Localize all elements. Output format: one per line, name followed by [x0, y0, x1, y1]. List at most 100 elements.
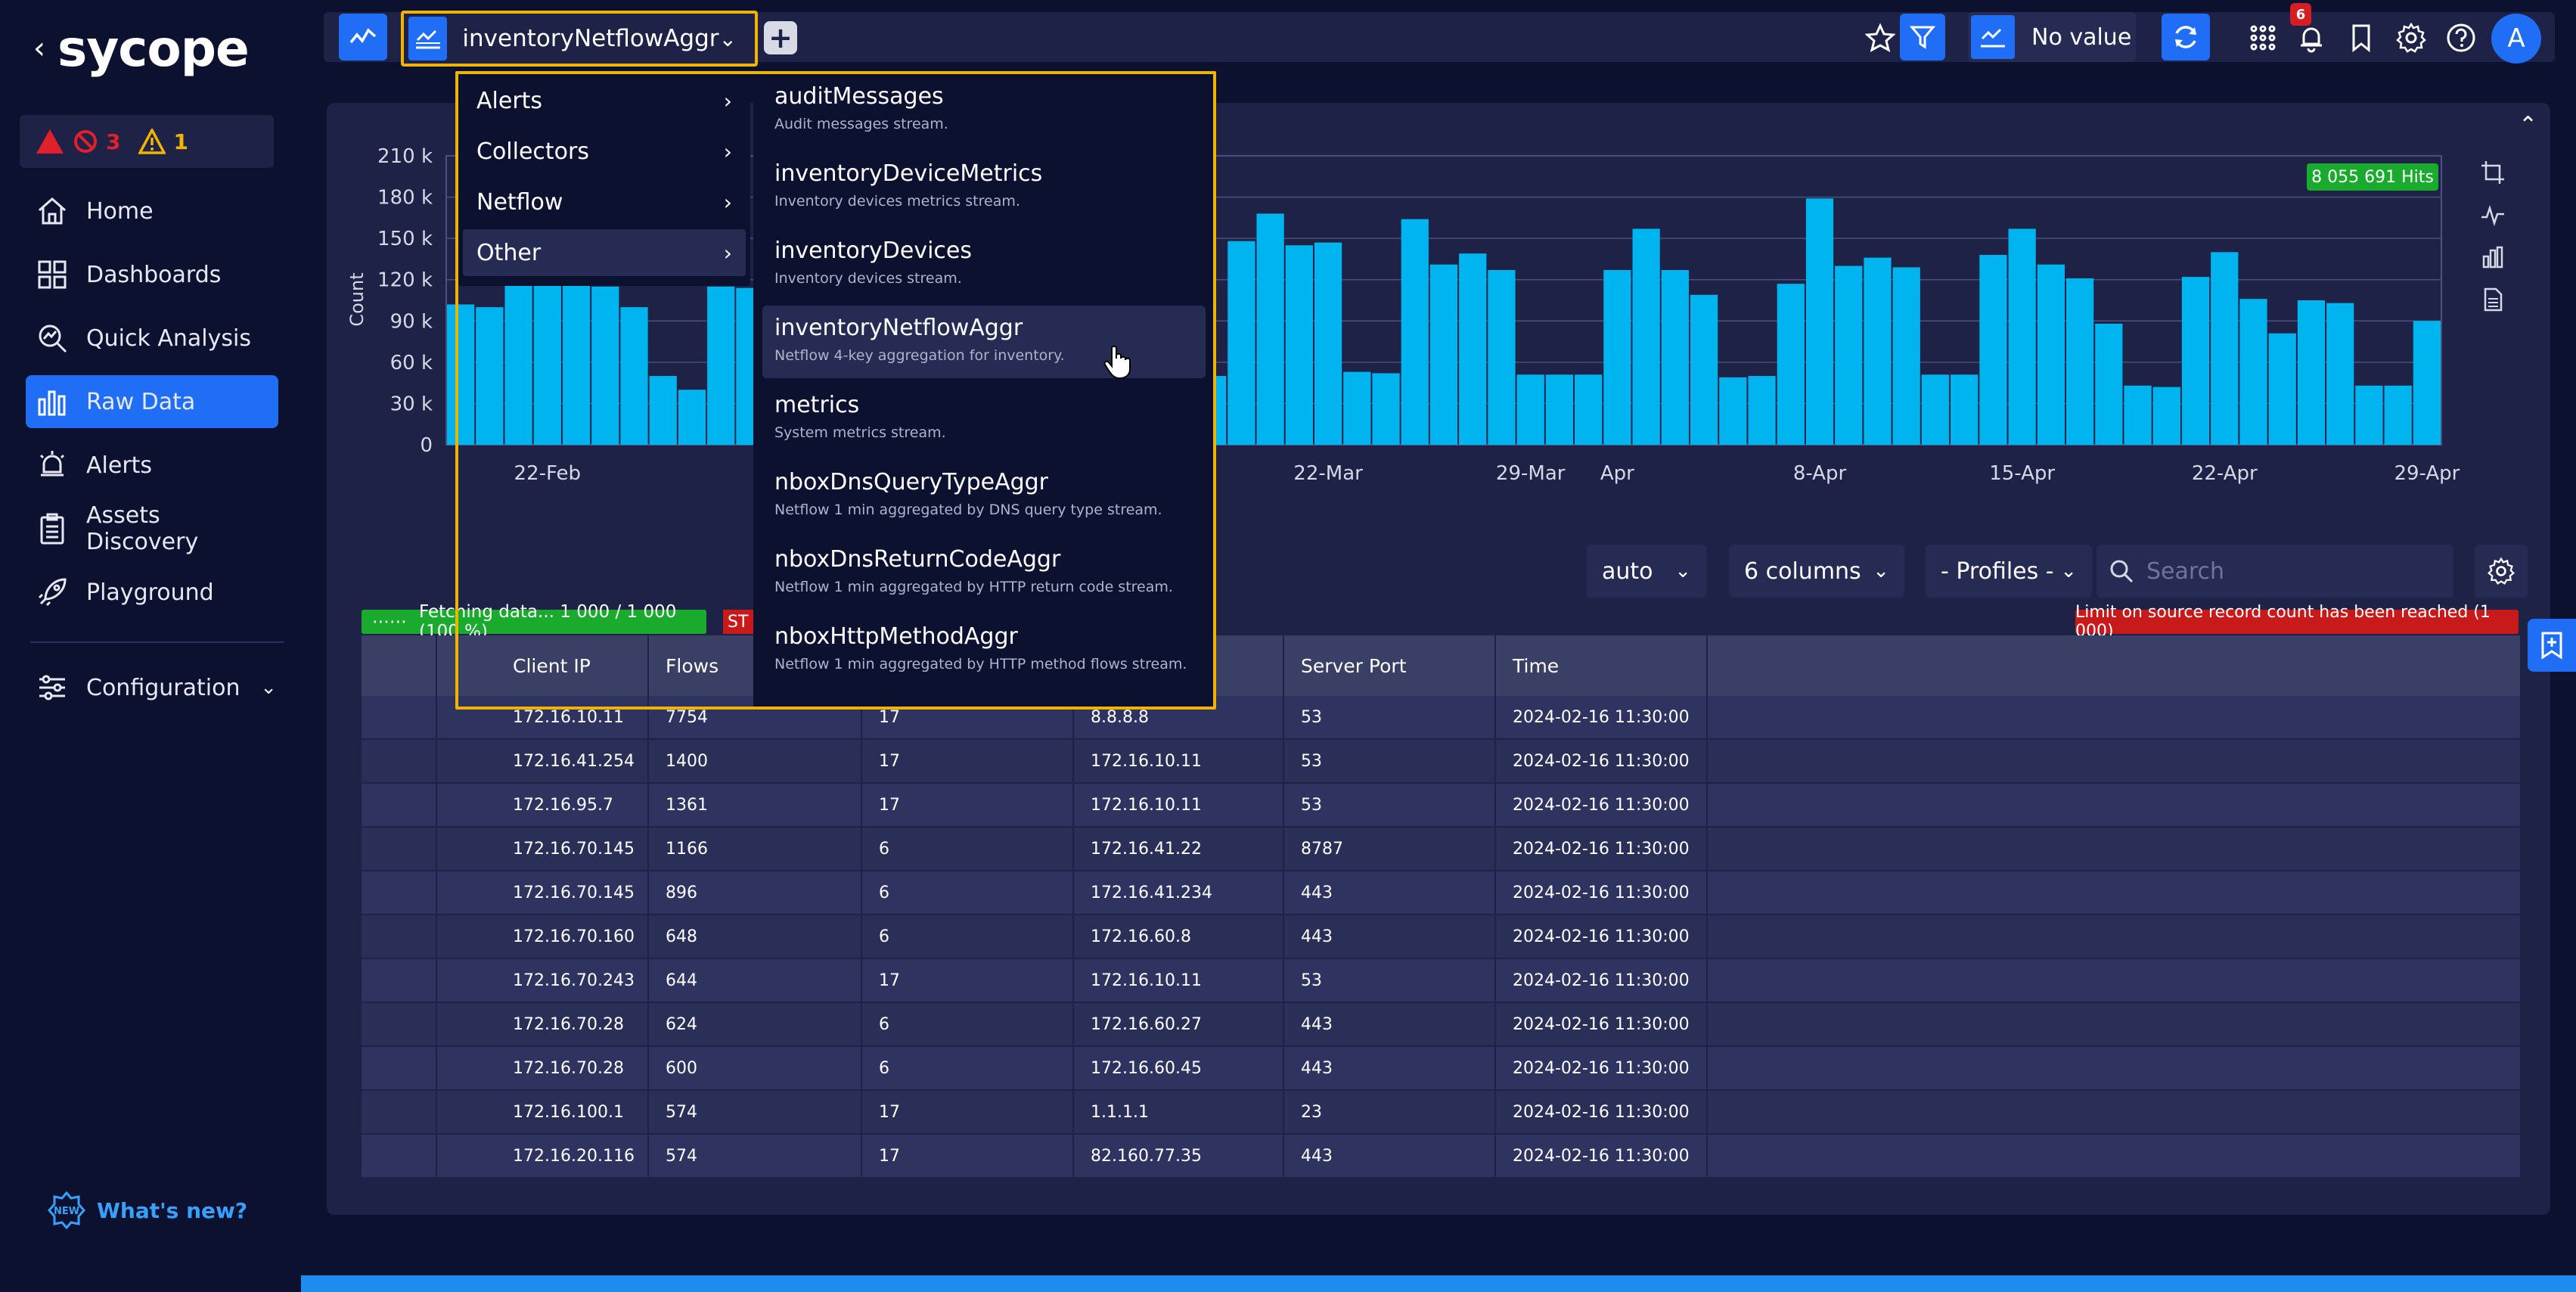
document-icon[interactable]	[2475, 278, 2511, 321]
histogram-bar[interactable]	[533, 284, 561, 445]
histogram-bar[interactable]	[1661, 269, 1689, 445]
histogram-bar[interactable]	[2384, 385, 2412, 445]
collapse-chart-icon[interactable]: ⌃	[2519, 112, 2538, 138]
col-time[interactable]: Time	[1496, 635, 1708, 696]
histogram-bar[interactable]	[2037, 264, 2065, 445]
stream-option-auditMessages[interactable]: auditMessages Audit messages stream.	[762, 74, 1206, 147]
stream-option-inventoryDevices[interactable]: inventoryDevices Inventory devices stream…	[762, 228, 1206, 301]
histogram-bar[interactable]	[2326, 303, 2354, 445]
bookmark-icon[interactable]	[2342, 18, 2381, 57]
table-row[interactable]: 172.16.41.254 1400 17 172.16.10.11 53 2024-02…	[362, 740, 2520, 784]
nav-dashboards[interactable]: Dashboards	[26, 248, 278, 301]
table-row[interactable]: 172.16.70.145 896 6 172.16.41.234 443 2024-02…	[362, 871, 2520, 915]
histogram-bar[interactable]	[1979, 254, 2007, 445]
histogram-bar[interactable]	[1459, 253, 1487, 445]
histogram-bar[interactable]	[2413, 321, 2441, 445]
histogram-bar[interactable]	[649, 376, 677, 445]
table-row[interactable]: 172.16.10.11 7754 17 8.8.8.8 53 2024-02-16 11…	[362, 696, 2520, 740]
nav-quick-analysis[interactable]: Quick Analysis	[26, 312, 278, 365]
histogram-bar[interactable]	[2152, 387, 2180, 445]
category-netflow[interactable]: Netflow ›	[463, 179, 746, 225]
histogram-bar[interactable]	[1314, 242, 1342, 445]
whats-new-link[interactable]: NEW What's new?	[47, 1191, 247, 1230]
table-row[interactable]: 172.16.100.1 574 17 1.1.1.1 23 2024-02-16 11:…	[362, 1091, 2520, 1135]
histogram-bar[interactable]	[1892, 267, 1920, 445]
histogram-bar[interactable]	[504, 284, 532, 445]
nav-raw-data[interactable]: Raw Data	[26, 375, 278, 428]
histogram-bar[interactable]	[1372, 373, 1400, 445]
table-row[interactable]: 172.16.20.116 574 17 82.160.77.35 443 2024-02…	[362, 1135, 2520, 1179]
histogram-bar[interactable]	[591, 286, 619, 445]
nav-configuration[interactable]: Configuration ⌄	[35, 661, 277, 714]
histogram-bar[interactable]	[1516, 374, 1544, 445]
columns-select[interactable]: 6 columns ⌄	[1729, 545, 1904, 598]
stream-option-inventoryNetflowAggr[interactable]: inventoryNetflowAggr Netflow 4-key aggreg…	[762, 306, 1206, 378]
row-select-cell[interactable]	[362, 1091, 437, 1133]
add-stream-button[interactable]: +	[764, 21, 797, 54]
col-client-ip[interactable]: Client IP	[437, 635, 649, 696]
row-select-cell[interactable]	[362, 696, 437, 738]
filter-button[interactable]	[1900, 14, 1945, 61]
table-row[interactable]: 172.16.95.7 1361 17 172.16.10.11 53 2024-02-1…	[362, 784, 2520, 828]
histogram-bar[interactable]	[2008, 228, 2036, 445]
user-avatar[interactable]: A	[2491, 14, 2541, 64]
row-select-cell[interactable]	[362, 1003, 437, 1045]
help-icon[interactable]	[2441, 18, 2481, 57]
analysis-mode-button[interactable]	[339, 14, 387, 61]
histogram-bar[interactable]	[678, 390, 706, 445]
stream-option-metrics[interactable]: metrics System metrics stream.	[762, 383, 1206, 455]
category-alerts[interactable]: Alerts ›	[463, 77, 746, 124]
stream-option-nboxDnsReturnCodeAggr[interactable]: nboxDnsReturnCodeAggr Netflow 1 min aggre…	[762, 537, 1206, 610]
side-bookmark-tab[interactable]	[2528, 619, 2576, 672]
refresh-button[interactable]	[2162, 14, 2210, 61]
histogram-bar[interactable]	[1575, 374, 1603, 445]
histogram-bar[interactable]	[1835, 266, 1863, 445]
histogram-bar[interactable]	[1719, 377, 1747, 445]
category-other[interactable]: Other ›	[463, 229, 746, 276]
table-row[interactable]: 172.16.70.28 624 6 172.16.60.27 443 2024-02-1…	[362, 1003, 2520, 1047]
search-field[interactable]: Search	[2096, 545, 2453, 598]
histogram-bar[interactable]	[2124, 385, 2152, 445]
table-row[interactable]: 172.16.70.160 648 6 172.16.60.8 443 2024-02-1…	[362, 915, 2520, 959]
row-select-cell[interactable]	[362, 959, 437, 1002]
table-row[interactable]: 172.16.70.28 600 6 172.16.60.45 443 2024-02-1…	[362, 1047, 2520, 1091]
interval-select[interactable]: auto ⌄	[1587, 545, 1706, 598]
histogram-bar[interactable]	[1343, 371, 1371, 445]
apps-grid-icon[interactable]	[2243, 18, 2283, 57]
settings-gear-icon[interactable]	[2391, 18, 2431, 57]
table-row[interactable]: 172.16.70.145 1166 6 172.16.41.22 8787 2024-0…	[362, 828, 2520, 871]
category-collectors[interactable]: Collectors ›	[463, 128, 746, 175]
table-row[interactable]: 172.16.70.243 644 17 172.16.10.11 53 2024-02-…	[362, 959, 2520, 1003]
histogram-bar[interactable]	[2065, 278, 2094, 445]
stream-option-nboxDnsQueryTypeAggr[interactable]: nboxDnsQueryTypeAggr Netflow 1 min aggreg…	[762, 460, 1206, 533]
profiles-select[interactable]: - Profiles - ⌄	[1926, 545, 2092, 598]
histogram-bar[interactable]	[1951, 374, 1979, 445]
histogram-bar[interactable]	[1921, 374, 1950, 445]
bar-chart-icon[interactable]	[2475, 236, 2511, 278]
col-server-port[interactable]: Server Port	[1284, 635, 1496, 696]
histogram-bar[interactable]	[1603, 269, 1631, 445]
histogram-bar[interactable]	[1488, 269, 1516, 445]
row-select-cell[interactable]	[362, 1047, 437, 1089]
row-select-cell[interactable]	[362, 828, 437, 870]
histogram-bar[interactable]	[2297, 300, 2326, 445]
stream-option-inventoryDeviceMetrics[interactable]: inventoryDeviceMetrics Inventory devices …	[762, 151, 1206, 224]
histogram-bar[interactable]	[1545, 374, 1574, 445]
nav-alerts[interactable]: Alerts	[26, 439, 278, 492]
histogram-bar[interactable]	[1401, 219, 1429, 445]
histogram-bar[interactable]	[562, 284, 591, 445]
nav-assets-discovery[interactable]: Assets Discovery	[26, 502, 278, 555]
histogram-bar[interactable]	[2095, 323, 2123, 445]
histogram-bar[interactable]	[620, 307, 648, 445]
histogram-bar[interactable]	[1805, 198, 1834, 445]
histogram-bar[interactable]	[1777, 284, 1805, 445]
row-select-cell[interactable]	[362, 871, 437, 914]
table-settings-button[interactable]	[2475, 545, 2528, 598]
stream-option-nboxHttpMethodAggr[interactable]: nboxHttpMethodAggr Netflow 1 min aggregat…	[762, 614, 1206, 687]
nav-playground[interactable]: Playground	[26, 566, 278, 619]
histogram-bar[interactable]	[447, 304, 475, 445]
histogram-bar[interactable]	[1285, 245, 1313, 445]
histogram-bar[interactable]	[2268, 333, 2296, 445]
line-chart-icon[interactable]	[2475, 194, 2511, 236]
histogram-bar[interactable]	[1256, 213, 1284, 445]
